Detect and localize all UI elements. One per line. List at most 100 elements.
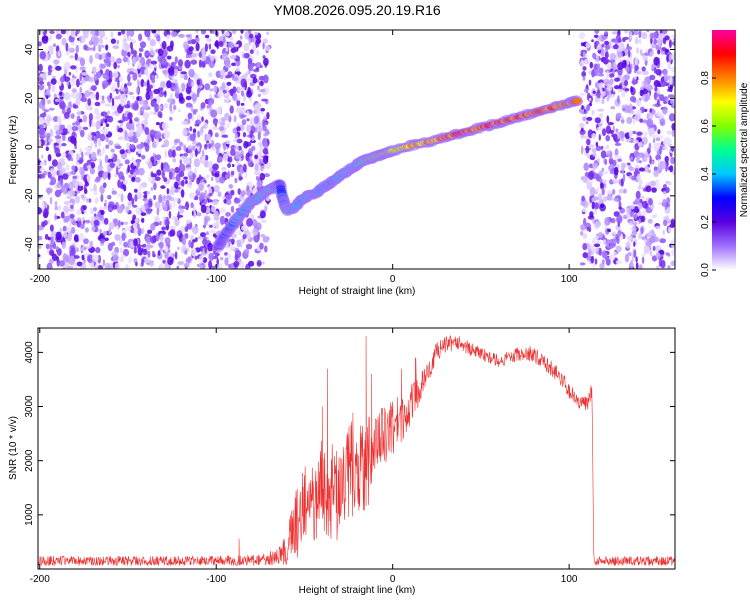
noise-cell	[159, 233, 164, 242]
noise-cell	[94, 52, 100, 60]
noise-cell	[199, 192, 206, 200]
noise-cell	[253, 108, 261, 115]
noise-cell	[102, 182, 107, 189]
noise-cell	[650, 37, 653, 45]
noise-cell	[234, 146, 239, 151]
noise-cell	[157, 105, 163, 110]
noise-cell	[71, 92, 78, 99]
noise-cell	[54, 201, 58, 207]
noise-cell	[83, 238, 89, 245]
noise-cell	[226, 81, 232, 86]
noise-cell	[80, 35, 86, 43]
noise-cell	[604, 51, 609, 59]
noise-cell	[129, 169, 134, 175]
noise-cell	[104, 75, 110, 80]
noise-cell	[150, 235, 157, 244]
noise-cell	[104, 154, 109, 164]
noise-cell	[597, 231, 604, 239]
noise-cell	[586, 104, 591, 112]
noise-cell	[38, 76, 44, 83]
noise-cell	[127, 256, 133, 264]
noise-cell	[99, 228, 102, 234]
noise-cell	[246, 218, 253, 227]
noise-cell	[89, 167, 96, 175]
noise-cell	[196, 212, 202, 217]
noise-cell	[232, 92, 238, 102]
noise-cell	[628, 103, 633, 110]
noise-cell	[126, 37, 133, 41]
noise-cell	[185, 167, 192, 171]
noise-cell	[169, 102, 173, 112]
noise-cell	[49, 196, 53, 205]
noise-cell	[581, 71, 586, 78]
y-tick-label: 3000	[24, 395, 35, 418]
noise-cell	[83, 163, 89, 172]
noise-cell	[169, 203, 173, 210]
noise-cell	[211, 126, 219, 131]
noise-cell	[88, 113, 93, 121]
noise-cell	[106, 52, 112, 58]
noise-cell	[201, 47, 206, 57]
noise-cell	[147, 229, 153, 234]
noise-cell	[174, 79, 178, 83]
noise-cell	[638, 218, 641, 225]
noise-cell	[207, 161, 213, 169]
noise-cell	[219, 86, 223, 91]
noise-cell	[62, 133, 66, 142]
noise-cell	[105, 44, 109, 51]
noise-cell	[48, 35, 53, 41]
noise-cell	[69, 189, 75, 197]
noise-cell	[642, 200, 648, 209]
noise-cell	[164, 218, 170, 227]
noise-cell	[255, 49, 260, 56]
noise-cell	[642, 131, 648, 137]
noise-cell	[663, 219, 668, 227]
noise-cell	[40, 173, 46, 179]
noise-cell	[151, 78, 156, 84]
noise-cell	[90, 30, 96, 36]
noise-cell	[41, 35, 49, 44]
noise-cell	[262, 148, 269, 155]
noise-cell	[624, 88, 630, 92]
noise-cell	[668, 113, 675, 122]
noise-cell	[670, 66, 675, 73]
noise-cell	[257, 61, 260, 68]
noise-cell	[122, 248, 130, 257]
noise-cell	[211, 176, 214, 182]
noise-cell	[582, 51, 586, 57]
noise-cell	[38, 101, 43, 109]
noise-cell	[243, 248, 250, 255]
noise-cell	[185, 102, 193, 108]
noise-cell	[668, 39, 672, 48]
noise-cell	[236, 138, 243, 144]
noise-cell	[203, 199, 208, 205]
noise-cell	[53, 59, 60, 65]
noise-cell	[81, 151, 84, 160]
noise-cell	[265, 45, 271, 52]
colorbar-label: Normalized spectral amplitude	[739, 82, 750, 217]
noise-cell	[183, 262, 190, 268]
noise-cell	[609, 81, 613, 85]
noise-cell	[163, 130, 170, 139]
noise-cell	[615, 259, 623, 265]
noise-cell	[622, 107, 626, 112]
noise-cell	[604, 145, 610, 150]
noise-cell	[611, 31, 619, 35]
noise-cell	[63, 62, 71, 71]
noise-cell	[222, 35, 226, 44]
noise-cell	[50, 168, 55, 172]
noise-cell	[259, 210, 266, 219]
noise-cell	[48, 45, 54, 52]
noise-cell	[629, 221, 634, 226]
noise-cell	[262, 74, 269, 84]
noise-cell	[180, 205, 188, 209]
noise-cell	[233, 260, 240, 268]
noise-cell	[579, 129, 586, 135]
noise-cell	[47, 219, 51, 225]
noise-cell	[625, 241, 631, 249]
noise-cell	[184, 59, 191, 69]
noise-cell	[135, 207, 141, 215]
noise-cell	[236, 239, 241, 246]
noise-cell	[39, 168, 46, 172]
noise-cell	[201, 149, 205, 157]
